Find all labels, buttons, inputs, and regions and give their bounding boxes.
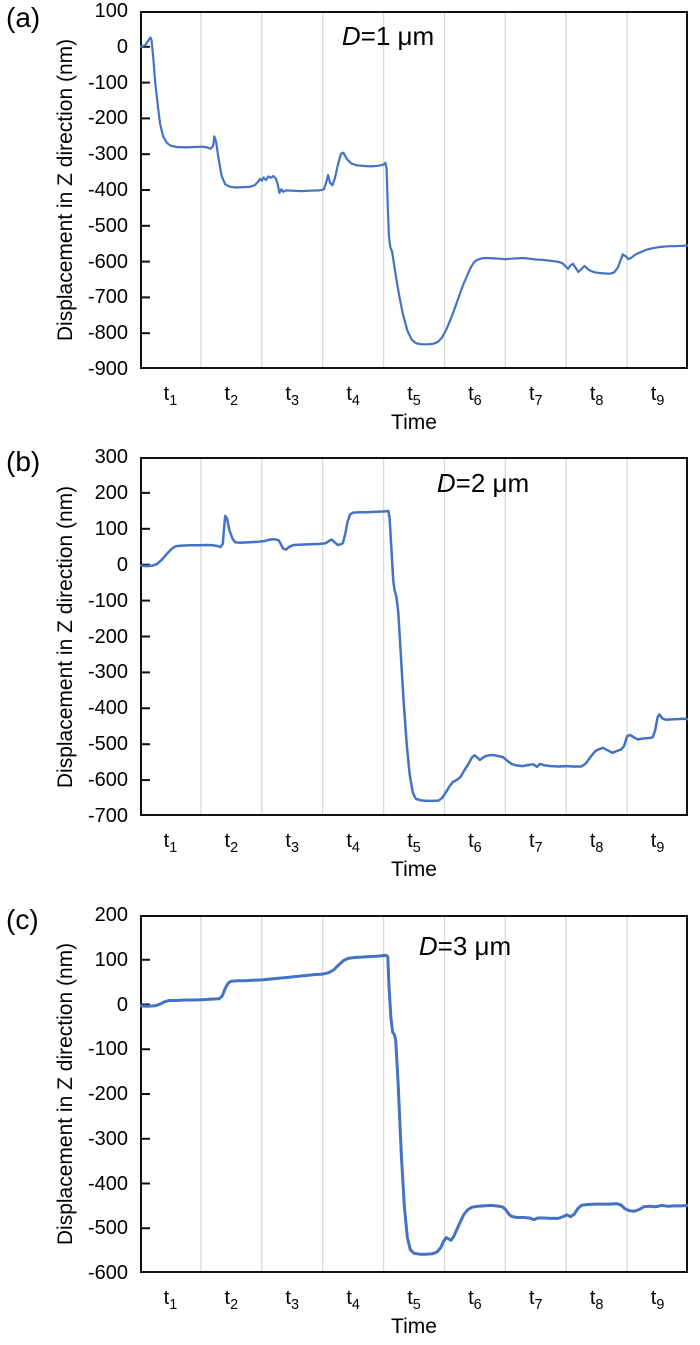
x-tick-label-b-t3: t3 xyxy=(285,830,299,856)
y-tick-label-a: -700 xyxy=(87,286,128,309)
x-tick-label-c-t7: t7 xyxy=(528,1287,543,1313)
y-tick-label-c: -300 xyxy=(87,1127,128,1150)
y-tick-label-a: -600 xyxy=(87,250,128,273)
x-tick-label-b-t5: t5 xyxy=(407,830,421,856)
y-tick-label-a: -300 xyxy=(87,143,128,166)
x-axis-title-c: Time xyxy=(391,1315,437,1338)
x-tick-label-b-t1: t1 xyxy=(163,830,178,856)
y-tick-label-c: 200 xyxy=(94,904,128,926)
x-tick-label-a-t3: t3 xyxy=(285,383,299,409)
x-tick-label-a-t8: t8 xyxy=(589,383,604,409)
x-tick-label-c-t2: t2 xyxy=(224,1287,239,1313)
panel-letter-a: (a) xyxy=(6,2,41,33)
y-tick-label-b: -200 xyxy=(87,625,128,648)
x-tick-label-a-t4: t4 xyxy=(346,383,360,409)
y-tick-label-b: -100 xyxy=(87,589,128,612)
x-tick-label-c-t6: t6 xyxy=(468,1287,482,1313)
x-tick-label-a-t1: t1 xyxy=(163,383,178,409)
annotation-c: D=3 μm xyxy=(418,931,512,961)
annotation-b: D=2 μm xyxy=(436,468,530,498)
y-tick-label-a: -400 xyxy=(87,179,128,201)
plot-area-b xyxy=(140,457,688,816)
y-tick-label-b: -500 xyxy=(87,733,128,756)
plot-border-c xyxy=(140,915,688,1273)
y-tick-label-a: -800 xyxy=(87,322,128,345)
annotation-variable-b: D xyxy=(436,468,456,498)
y-tick-label-c: -600 xyxy=(87,1262,128,1284)
plot-border-b xyxy=(140,457,688,816)
y-tick-label-a: 100 xyxy=(94,0,128,22)
y-tick-label-b: 100 xyxy=(94,517,128,540)
y-tick-label-c: -100 xyxy=(87,1038,128,1061)
x-tick-label-c-t3: t3 xyxy=(285,1287,299,1313)
x-axis-title-b: Time xyxy=(391,858,437,881)
x-tick-label-c-t9: t9 xyxy=(650,1287,665,1313)
y-tick-label-c: -400 xyxy=(87,1172,128,1195)
displacement-curve-c xyxy=(140,953,688,1256)
x-tick-label-b-t6: t6 xyxy=(468,830,482,856)
x-tick-label-c-t8: t8 xyxy=(589,1287,604,1313)
y-tick-label-a: 0 xyxy=(116,35,128,58)
x-tick-label-b-t9: t9 xyxy=(650,830,665,856)
annotation-variable-a: D xyxy=(341,21,361,51)
y-tick-label-a: -500 xyxy=(87,214,128,237)
y-tick-label-a: -100 xyxy=(87,71,128,94)
displacement-curve-a xyxy=(140,36,688,346)
y-tick-label-a: -900 xyxy=(87,358,128,380)
x-tick-label-a-t7: t7 xyxy=(528,383,543,409)
x-tick-label-c-t4: t4 xyxy=(346,1287,360,1313)
x-axis-title-a: Time xyxy=(391,411,437,434)
y-tick-label-b: -300 xyxy=(87,661,128,684)
plot-area-c xyxy=(140,915,688,1273)
panel-letter-c: (c) xyxy=(6,904,39,935)
x-tick-label-a-t9: t9 xyxy=(650,383,665,409)
displacement-curve-b xyxy=(140,509,688,803)
y-tick-label-b: -400 xyxy=(87,697,128,720)
y-tick-label-a: -200 xyxy=(87,107,128,130)
x-tick-label-a-t6: t6 xyxy=(468,383,482,409)
y-tick-label-b: 300 xyxy=(94,446,128,468)
plot-area-a xyxy=(140,11,688,369)
x-tick-label-c-t5: t5 xyxy=(407,1287,421,1313)
x-tick-label-a-t2: t2 xyxy=(224,383,239,409)
x-tick-label-b-t7: t7 xyxy=(528,830,543,856)
y-tick-label-c: -200 xyxy=(87,1083,128,1105)
y-tick-label-c: 100 xyxy=(94,948,128,971)
y-tick-label-b: 0 xyxy=(116,553,128,576)
y-tick-label-b: 200 xyxy=(94,481,128,504)
y-tick-label-b: -700 xyxy=(87,805,128,827)
y-tick-label-c: 0 xyxy=(116,993,128,1016)
x-tick-label-b-t2: t2 xyxy=(224,830,239,856)
annotation-variable-c: D xyxy=(418,931,438,961)
panel-letter-b: (b) xyxy=(6,446,41,477)
x-tick-label-c-t1: t1 xyxy=(163,1287,178,1313)
plot-border-a xyxy=(140,11,688,369)
y-tick-label-c: -500 xyxy=(87,1217,128,1240)
annotation-a: D=1 μm xyxy=(341,21,435,51)
x-tick-label-a-t5: t5 xyxy=(407,383,421,409)
y-tick-label-b: -600 xyxy=(87,769,128,792)
x-tick-label-b-t8: t8 xyxy=(589,830,604,856)
x-tick-label-b-t4: t4 xyxy=(346,830,360,856)
